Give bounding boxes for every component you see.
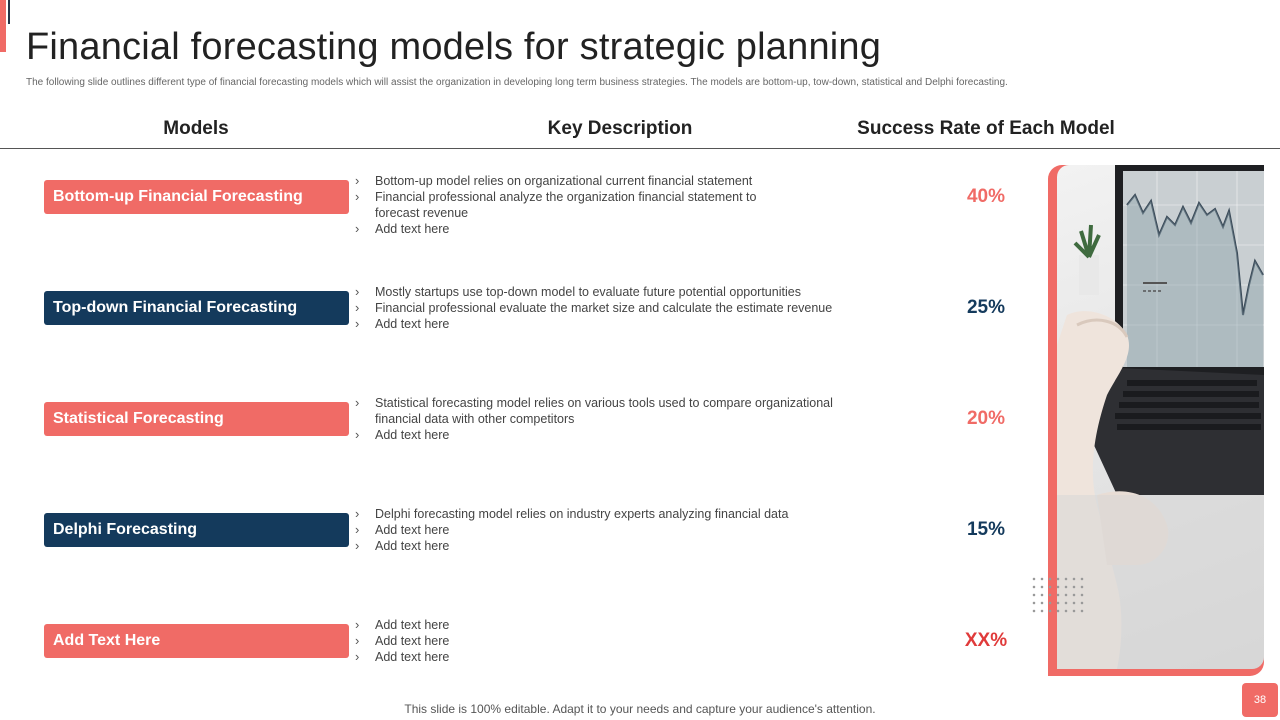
description-bullet: Add text here: [355, 617, 865, 633]
description-bullet: Add text here: [355, 538, 865, 554]
description-bullet: Add text here: [355, 221, 865, 237]
description-bullet: Financial professional analyze the organ…: [355, 189, 765, 221]
description-bullet: Delphi forecasting model relies on indus…: [355, 506, 865, 522]
model-row-bottom-up: Bottom-up Financial Forecasting Bottom-u…: [0, 172, 1040, 252]
corner-accent-line: [8, 0, 10, 24]
page-number-badge: 38: [1242, 683, 1278, 717]
model-label-delphi: Delphi Forecasting: [44, 513, 349, 547]
model-row-delphi: Delphi Forecasting Delphi forecasting mo…: [0, 505, 1040, 585]
description-list: Statistical forecasting model relies on …: [355, 395, 865, 443]
description-bullet: Add text here: [355, 522, 865, 538]
corner-accent: [0, 0, 6, 52]
slide-title: Financial forecasting models for strateg…: [26, 26, 882, 68]
description-bullet: Statistical forecasting model relies on …: [355, 395, 865, 427]
success-rate: 40%: [966, 186, 1006, 207]
header-success-rate: Success Rate of Each Model: [857, 118, 1115, 139]
footer-note: This slide is 100% editable. Adapt it to…: [404, 702, 876, 716]
model-label-top-down: Top-down Financial Forecasting: [44, 291, 349, 325]
laptop-chart-photo: [1057, 165, 1264, 669]
success-rate: 20%: [966, 408, 1006, 429]
description-bullet: Add text here: [355, 649, 865, 665]
model-label-placeholder: Add Text Here: [44, 624, 349, 658]
model-label-statistical: Statistical Forecasting: [44, 402, 349, 436]
description-bullet: Bottom-up model relies on organizational…: [355, 173, 865, 189]
description-list: Delphi forecasting model relies on indus…: [355, 506, 865, 554]
description-bullet: Add text here: [355, 427, 865, 443]
description-bullet: Add text here: [355, 316, 865, 332]
header-divider: [0, 148, 1280, 149]
success-rate: XX%: [964, 630, 1008, 651]
description-bullet: Add text here: [355, 633, 865, 649]
decorative-dot-grid: [1030, 575, 1086, 615]
header-key-description: Key Description: [547, 118, 693, 139]
description-list: Bottom-up model relies on organizational…: [355, 173, 865, 237]
success-rate: 25%: [966, 297, 1006, 318]
header-models: Models: [163, 118, 229, 139]
description-list: Mostly startups use top-down model to ev…: [355, 284, 865, 332]
description-bullet: Financial professional evaluate the mark…: [355, 300, 865, 316]
success-rate: 15%: [966, 519, 1006, 540]
slide-subtitle: The following slide outlines different t…: [26, 77, 1008, 88]
model-row-top-down: Top-down Financial Forecasting Mostly st…: [0, 283, 1040, 363]
description-list: Add text here Add text here Add text her…: [355, 617, 865, 665]
model-label-bottom-up: Bottom-up Financial Forecasting: [44, 180, 349, 214]
model-row-placeholder: Add Text Here Add text here Add text her…: [0, 616, 1040, 696]
description-bullet: Mostly startups use top-down model to ev…: [355, 284, 865, 300]
laptop-illustration: [1057, 165, 1264, 669]
model-row-statistical: Statistical Forecasting Statistical fore…: [0, 394, 1040, 474]
